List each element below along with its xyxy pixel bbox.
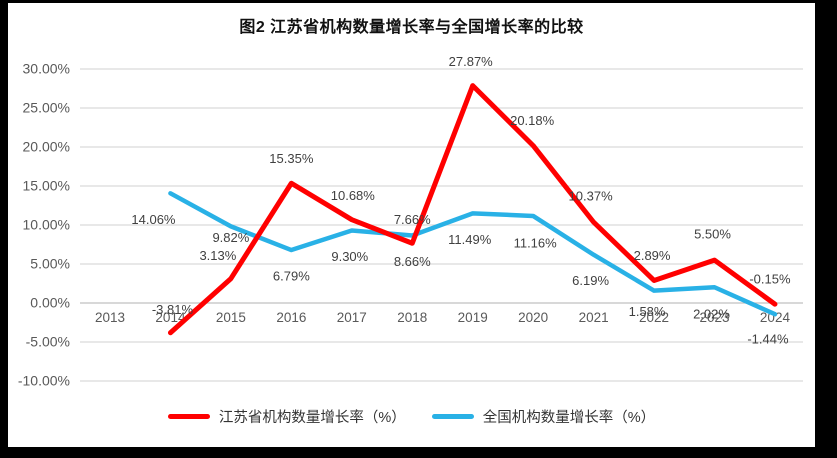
data-label: 3.13% bbox=[199, 248, 236, 263]
x-tick-label: 2022 bbox=[639, 310, 669, 325]
x-tick-label: 2013 bbox=[95, 310, 125, 325]
legend-label-national: 全国机构数量增长率（%） bbox=[482, 410, 656, 426]
y-tick-label: 30.00% bbox=[23, 61, 70, 77]
y-tick-label: 25.00% bbox=[23, 100, 70, 116]
data-label: -1.44% bbox=[747, 332, 789, 347]
series-line-jiangsu bbox=[167, 83, 778, 336]
data-label: -3.81% bbox=[152, 302, 194, 317]
x-tick-label: 2023 bbox=[699, 310, 729, 325]
x-tick-label: 2021 bbox=[579, 310, 609, 325]
data-label: 10.68% bbox=[331, 188, 376, 203]
legend-item-jiangsu: 江苏省机构数量增长率（%） bbox=[167, 406, 406, 427]
data-label: 2.02% bbox=[693, 307, 730, 322]
series-polyline bbox=[168, 191, 778, 317]
x-axis-labels: 2013 2014 2015 2016 2017 2018 2019 2020 2021 2022… bbox=[95, 310, 790, 325]
legend-line-swatch-blue bbox=[431, 414, 474, 419]
chart-canvas: 图2 江苏省机构数量增长率与全国增长率的比较 30.00% 25.00% 20.00… bbox=[8, 3, 815, 447]
legend-item-national: 全国机构数量增长率（%） bbox=[431, 406, 656, 427]
data-label: 2.89% bbox=[634, 248, 671, 263]
legend-label-jiangsu: 江苏省机构数量增长率（%） bbox=[218, 410, 406, 426]
data-label: 8.66% bbox=[394, 254, 431, 269]
chart-title: 图2 江苏省机构数量增长率与全国增长率的比较 bbox=[239, 19, 584, 36]
line-chart-svg: 30.00% 25.00% 20.00% 15.00% 10.00% 5.00% 0.00%… bbox=[18, 54, 803, 389]
y-tick-label: 5.00% bbox=[30, 256, 70, 272]
data-label: 10.37% bbox=[569, 189, 614, 204]
x-tick-label: 2024 bbox=[760, 310, 791, 325]
data-label: 9.82% bbox=[212, 230, 249, 245]
data-label: 15.35% bbox=[269, 151, 314, 166]
data-label: 6.19% bbox=[572, 273, 609, 288]
data-label: 6.79% bbox=[273, 269, 310, 284]
y-tick-label: -5.00% bbox=[26, 334, 70, 350]
chart-legend: 江苏省机构数量增长率（%） 全国机构数量增长率（%） bbox=[8, 406, 815, 427]
series-polyline bbox=[167, 83, 778, 336]
x-tick-label: 2014 bbox=[155, 310, 186, 325]
y-tick-label: -10.00% bbox=[18, 373, 70, 389]
data-label: 7.66% bbox=[394, 212, 431, 227]
data-label: 11.16% bbox=[514, 235, 558, 250]
y-tick-label: 10.00% bbox=[23, 217, 70, 233]
y-tick-label: 15.00% bbox=[23, 178, 70, 194]
data-label: 20.18% bbox=[510, 113, 555, 128]
legend-line-swatch-red bbox=[167, 414, 210, 419]
data-label: 9.30% bbox=[331, 249, 368, 264]
x-tick-label: 2016 bbox=[276, 310, 306, 325]
x-tick-label: 2019 bbox=[458, 310, 488, 325]
data-labels-national: 14.06% 9.82% 6.79% 9.30% 8.66% 11.49% 11.16% 6.… bbox=[131, 212, 789, 347]
data-label: 11.49% bbox=[448, 232, 492, 247]
y-tick-label: 0.00% bbox=[30, 295, 70, 311]
series-line-national bbox=[168, 191, 778, 317]
x-tick-label: 2017 bbox=[337, 310, 367, 325]
data-label: 27.87% bbox=[449, 54, 494, 69]
x-tick-label: 2020 bbox=[518, 310, 548, 325]
data-labels-jiangsu: -3.81% 3.13% 15.35% 10.68% 7.66% 27.87% 20.18%… bbox=[152, 54, 791, 317]
x-tick-label: 2015 bbox=[216, 310, 246, 325]
data-label: 14.06% bbox=[131, 212, 176, 227]
x-tick-label: 2018 bbox=[397, 310, 427, 325]
data-label: 5.50% bbox=[694, 227, 731, 242]
data-label: -0.15% bbox=[749, 272, 791, 287]
y-tick-label: 20.00% bbox=[23, 139, 70, 155]
data-label: 1.58% bbox=[629, 304, 666, 319]
gridlines: 30.00% 25.00% 20.00% 15.00% 10.00% 5.00% 0.00%… bbox=[18, 61, 803, 389]
